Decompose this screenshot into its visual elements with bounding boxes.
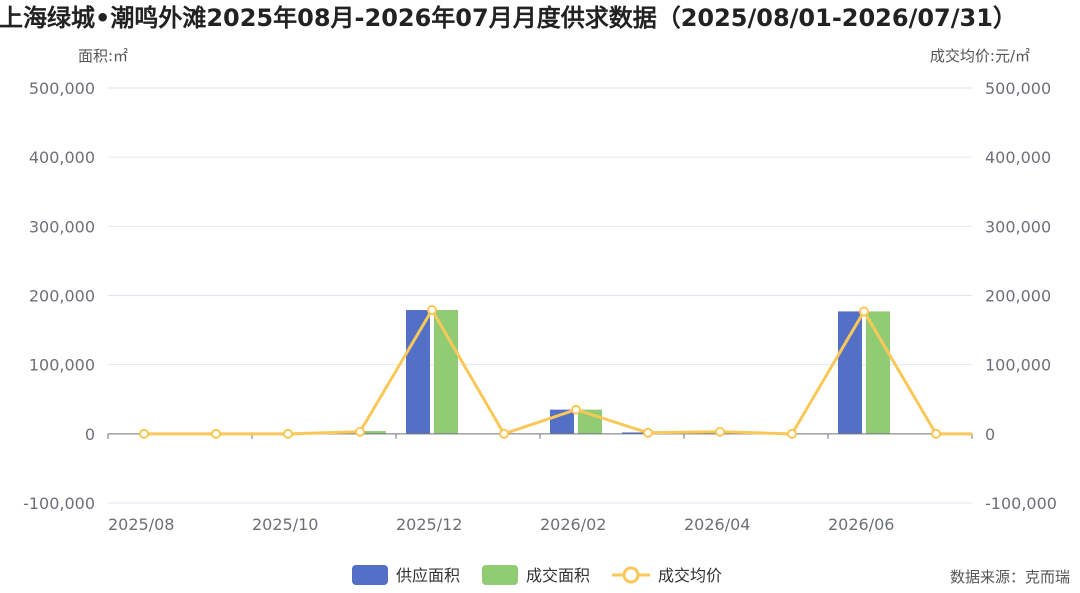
price-point: [355, 426, 365, 437]
price-point: [211, 428, 221, 439]
price-point: [427, 305, 437, 316]
chart-title: 上海绿城•潮鸣外滩2025年08月-2026年07月月度供求数据（2025/08…: [0, 4, 1017, 32]
legend-item-deal-area[interactable]: 成交面积: [482, 565, 590, 585]
price-point: [715, 426, 725, 437]
y-right-tick-label: 500,000: [985, 79, 1051, 98]
price-point: [499, 428, 509, 439]
legend-swatch-supply: [352, 565, 388, 585]
legend-label-supply: 供应面积: [396, 566, 460, 585]
legend-label-deal-area: 成交面积: [526, 566, 590, 585]
y-left-tick-label: 300,000: [29, 217, 95, 236]
price-point: [931, 428, 941, 439]
legend-item-supply[interactable]: 供应面积: [352, 565, 460, 585]
price-point: [859, 306, 869, 317]
x-tick-label: 2025/08: [108, 515, 174, 534]
price-line-path: [144, 308, 938, 436]
bar: [362, 431, 386, 434]
bar: [434, 310, 458, 434]
y-left-unit: 面积:㎡: [78, 47, 128, 65]
price-point: [283, 428, 293, 439]
y-right-tick-label: 400,000: [985, 148, 1051, 167]
y-right-tick-label: 0: [985, 425, 995, 444]
bar: [866, 311, 890, 434]
y-left-tick-label: -100,000: [23, 494, 95, 513]
legend-item-avg-price[interactable]: 成交均价: [612, 566, 722, 585]
x-tick-label: 2026/04: [684, 515, 750, 534]
y-right-unit: 成交均价:元/㎡: [930, 47, 1030, 65]
bar: [406, 310, 430, 434]
price-point: [139, 428, 149, 439]
x-tick-labels: 2025/08 2025/10 2025/12 2026/02 2026/04 2026/…: [108, 515, 894, 534]
price-point: [787, 428, 797, 439]
y-left-tick-label: 400,000: [29, 148, 95, 167]
y-left-tick-label: 500,000: [29, 79, 95, 98]
bars: [334, 310, 890, 434]
data-source: 数据来源：克而瑞: [950, 568, 1070, 586]
y-left-tick-label: 0: [85, 425, 95, 444]
legend-swatch-deal-area: [482, 565, 518, 585]
y-right-tick-label: 300,000: [985, 217, 1051, 236]
price-point: [571, 404, 581, 415]
y-right-tick-label: 200,000: [985, 287, 1051, 306]
legend[interactable]: 供应面积 成交面积 成交均价: [352, 565, 722, 585]
legend-label-avg-price: 成交均价: [658, 566, 722, 585]
x-tick-label: 2025/12: [396, 515, 462, 534]
legend-marker-avg-price: [622, 566, 640, 584]
y-left-tick-label: 200,000: [29, 287, 95, 306]
y-right-tick-label: 100,000: [985, 356, 1051, 375]
grid-lines: [108, 87, 972, 504]
x-tick-label: 2026/02: [540, 515, 606, 534]
x-tick-label: 2025/10: [252, 515, 318, 534]
y-left-tick-label: 100,000: [29, 356, 95, 375]
y-right-tick-label: -100,000: [985, 494, 1057, 513]
price-line: [139, 305, 972, 439]
price-point: [643, 427, 653, 438]
x-tick-label: 2026/06: [828, 515, 894, 534]
bar: [622, 432, 646, 434]
bar: [838, 311, 862, 434]
y-tick-labels: 500,000 500,000 400,000 400,000 300,000 300,0…: [23, 79, 1057, 513]
